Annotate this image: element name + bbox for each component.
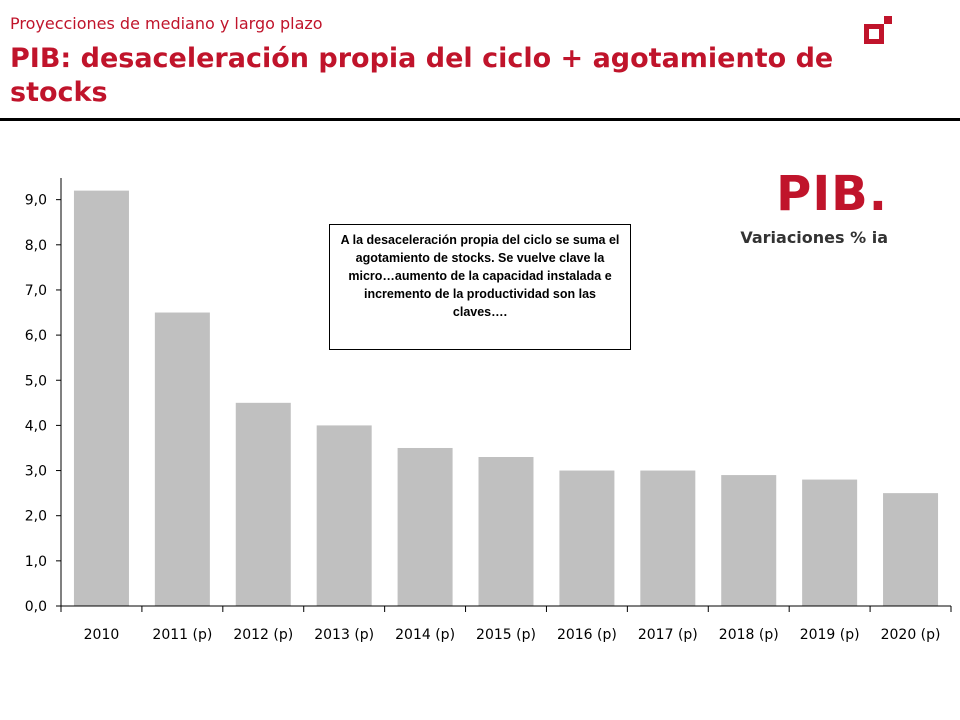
title-divider — [0, 118, 960, 121]
page-subtitle: Proyecciones de mediano y largo plazo — [10, 14, 323, 33]
x-tick-label: 2011 (p) — [152, 627, 212, 643]
x-tick-label: 2015 (p) — [476, 627, 536, 643]
x-tick-label: 2019 (p) — [800, 627, 860, 643]
chart-title: PIB. — [776, 166, 888, 222]
bar — [154, 312, 210, 606]
bar — [802, 479, 858, 606]
x-tick-label: 2017 (p) — [638, 627, 698, 643]
x-tick-label: 2012 (p) — [233, 627, 293, 643]
x-tick-label: 2016 (p) — [557, 627, 617, 643]
y-tick-label: 5,0 — [25, 373, 47, 389]
y-tick-label: 1,0 — [25, 554, 47, 570]
y-tick-label: 9,0 — [25, 193, 47, 209]
bar — [478, 457, 534, 606]
bar — [73, 190, 129, 606]
x-tick-label: 2018 (p) — [719, 627, 779, 643]
y-tick-label: 0,0 — [25, 599, 47, 615]
x-tick-label: 2013 (p) — [314, 627, 374, 643]
y-tick-label: 2,0 — [25, 509, 47, 525]
y-tick-label: 3,0 — [25, 464, 47, 480]
y-tick-label: 7,0 — [25, 283, 47, 299]
bar — [640, 470, 696, 606]
bar — [397, 447, 453, 606]
gdp-bar-chart: 0,0 1,0 2,0 3,0 4,0 5,0 6,0 7,0 8,0 9,0 2010 2011 (… — [25, 178, 952, 643]
y-tick-label: 6,0 — [25, 328, 47, 344]
x-tick-label: 2014 (p) — [395, 627, 455, 643]
bar — [316, 425, 372, 606]
chart-subtitle: Variaciones % ia — [740, 228, 888, 247]
x-tick-label: 2020 (p) — [881, 627, 941, 643]
bar — [235, 402, 291, 606]
y-tick-label: 4,0 — [25, 418, 47, 434]
page-title: PIB: desaceleración propia del ciclo + a… — [10, 43, 834, 108]
bar — [559, 470, 615, 606]
bar — [721, 475, 777, 606]
x-tick-label: 2010 — [84, 627, 120, 643]
annotation-box: A la desaceleración propia del ciclo se … — [329, 224, 631, 350]
brand-logo-icon — [864, 16, 892, 44]
y-tick-label: 8,0 — [25, 238, 47, 254]
bar — [883, 493, 939, 606]
